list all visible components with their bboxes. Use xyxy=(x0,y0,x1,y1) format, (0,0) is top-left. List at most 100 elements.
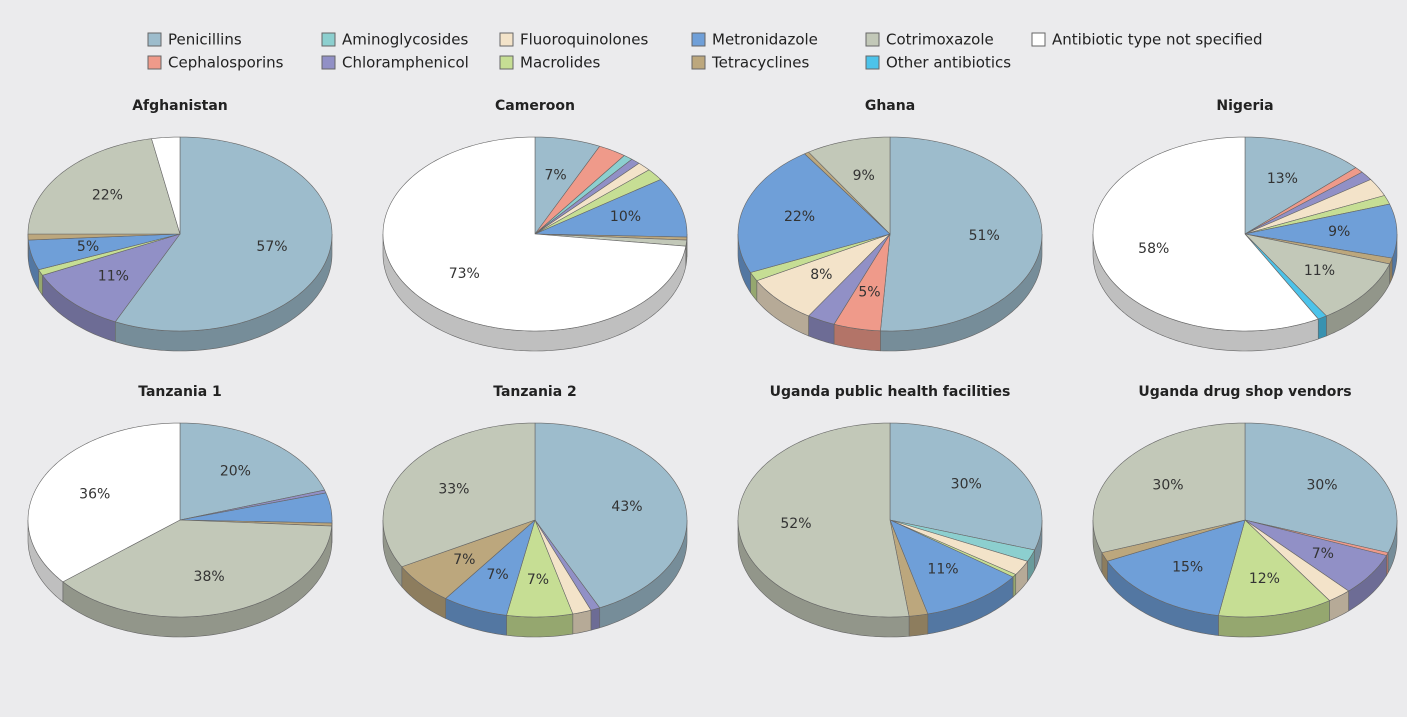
pie xyxy=(737,422,1043,638)
chart-title: Ghana xyxy=(865,98,915,114)
data-label: 73% xyxy=(449,266,480,282)
slice-side xyxy=(1012,573,1017,598)
slice xyxy=(1244,136,1357,235)
legend-label: Tetracyclines xyxy=(711,54,810,72)
legend-swatch xyxy=(321,55,336,70)
legend-label: Macrolides xyxy=(520,54,600,72)
data-label: 13% xyxy=(1267,171,1298,187)
slice xyxy=(534,136,601,235)
legend-label: Other antibiotics xyxy=(886,54,1011,72)
pie-sides xyxy=(737,233,1043,352)
slice xyxy=(28,233,181,271)
slice xyxy=(1244,195,1390,235)
slice xyxy=(382,136,687,332)
slice xyxy=(1244,519,1387,592)
legend-label: Metronidazole xyxy=(712,31,818,49)
legend-label: Chloramphenicol xyxy=(342,54,469,72)
pie-tops xyxy=(737,422,1043,618)
data-label: 11% xyxy=(1304,263,1335,279)
pie xyxy=(27,136,333,352)
data-label: 52% xyxy=(780,516,811,532)
slice xyxy=(1092,422,1246,553)
pie-tops xyxy=(1092,422,1398,618)
chart-title: Tanzania 1 xyxy=(138,384,222,400)
slice xyxy=(1244,422,1398,553)
data-label: 7% xyxy=(1312,546,1334,562)
data-label: 30% xyxy=(1306,477,1337,493)
slice xyxy=(534,179,688,238)
slice xyxy=(27,138,181,235)
slice xyxy=(179,422,325,521)
legend-swatch xyxy=(499,55,514,70)
slice-side xyxy=(1317,315,1327,340)
data-label: 58% xyxy=(1138,241,1169,257)
slice xyxy=(833,233,891,332)
pie xyxy=(382,422,688,638)
data-label: 10% xyxy=(610,209,641,225)
legend-swatch xyxy=(1031,32,1046,47)
slice xyxy=(737,422,910,618)
chart-title: Cameroon xyxy=(495,98,575,114)
slice xyxy=(42,233,181,323)
slice xyxy=(1092,136,1319,332)
legend-swatch xyxy=(865,55,880,70)
slice xyxy=(1244,179,1385,235)
data-label: 9% xyxy=(1328,224,1350,240)
slice xyxy=(889,519,1014,615)
slice xyxy=(889,519,929,617)
pie-tops xyxy=(737,136,1043,332)
data-label: 11% xyxy=(927,562,958,578)
slice xyxy=(737,153,891,273)
slice xyxy=(534,519,592,615)
data-label: 38% xyxy=(194,569,225,585)
legend-label: Fluoroquinolones xyxy=(520,31,648,49)
pie-tops xyxy=(27,136,333,332)
pie xyxy=(1092,136,1398,352)
data-label: 15% xyxy=(1172,560,1203,576)
pie-sides xyxy=(737,519,1043,638)
pie xyxy=(382,136,688,352)
data-label: 51% xyxy=(969,228,1000,244)
slice xyxy=(880,136,1043,332)
data-label: 7% xyxy=(453,552,475,568)
slice xyxy=(1218,519,1330,618)
chart-title: Tanzania 2 xyxy=(493,384,577,400)
data-label: 7% xyxy=(527,572,549,588)
slice-side xyxy=(590,607,601,631)
data-label: 20% xyxy=(220,463,251,479)
data-label: 11% xyxy=(98,269,129,285)
pie-tops xyxy=(382,422,688,618)
data-label: 22% xyxy=(784,209,815,225)
legend-swatch xyxy=(691,32,706,47)
legend-label: Cephalosporins xyxy=(168,54,284,72)
slice xyxy=(1244,233,1390,317)
slice xyxy=(151,136,181,235)
pie-tops xyxy=(1092,136,1398,332)
pie xyxy=(1092,422,1398,638)
legend-label: Antibiotic type not specified xyxy=(1052,31,1263,49)
pie-sides xyxy=(382,519,688,638)
slice xyxy=(1244,171,1372,235)
data-label: 5% xyxy=(77,239,99,255)
data-label: 33% xyxy=(438,481,469,497)
legend-swatch xyxy=(147,55,162,70)
slice xyxy=(506,519,574,618)
slice xyxy=(534,169,662,235)
slice xyxy=(889,519,1028,575)
pie-tops xyxy=(382,136,688,332)
chart-title: Nigeria xyxy=(1216,98,1273,114)
slice xyxy=(889,422,1043,551)
data-label: 5% xyxy=(858,285,880,301)
slice xyxy=(534,422,688,609)
legend-label: Aminoglycosides xyxy=(342,31,468,49)
chart-title: Afghanistan xyxy=(132,98,228,114)
data-label: 36% xyxy=(79,486,110,502)
legend-swatch xyxy=(865,32,880,47)
slice xyxy=(750,233,891,282)
pie xyxy=(737,136,1043,352)
slice xyxy=(62,519,332,618)
legend-label: Penicillins xyxy=(168,31,242,49)
data-label: 57% xyxy=(256,239,287,255)
legend-swatch xyxy=(499,32,514,47)
